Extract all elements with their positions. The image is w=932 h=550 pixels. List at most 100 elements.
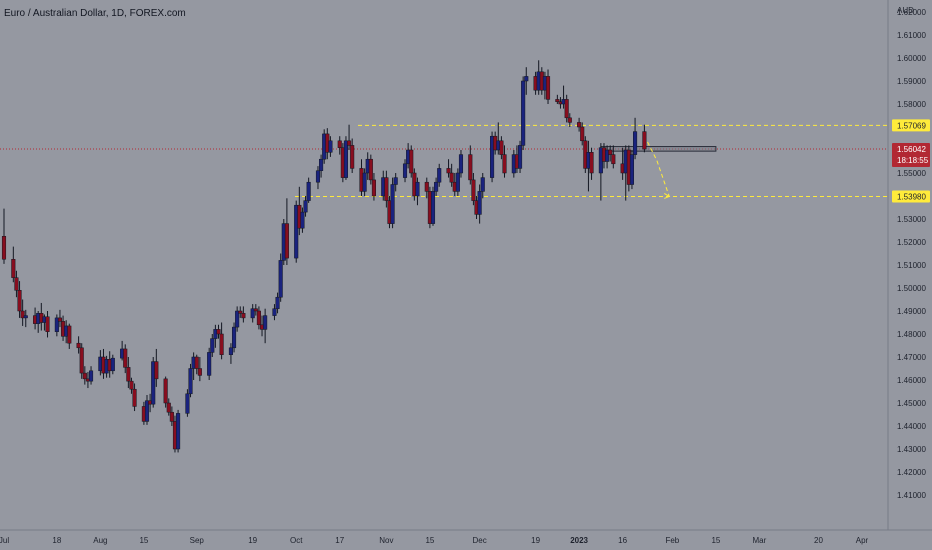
x-tick-label: 2023 (570, 536, 588, 545)
bullish-candle (250, 308, 255, 319)
bearish-candle (241, 313, 246, 319)
y-tick-label: 1.46000 (897, 376, 926, 385)
level-price-label: 1.53980 (897, 192, 926, 201)
y-tick-label: 1.61000 (897, 31, 926, 40)
bearish-candle (424, 181, 429, 192)
bullish-candle (263, 315, 268, 330)
bullish-candle (402, 163, 408, 178)
bullish-candle (393, 177, 398, 185)
bearish-candle (1, 236, 7, 260)
bearish-candle (169, 411, 174, 422)
bearish-candle (577, 122, 582, 128)
y-tick-label: 1.45000 (897, 399, 926, 408)
bearish-candle (611, 154, 616, 165)
y-tick-label: 1.55000 (897, 169, 926, 178)
resistance-zone (600, 146, 717, 152)
x-tick-label: Feb (665, 536, 679, 545)
bearish-candle (564, 99, 569, 119)
bullish-candle (235, 310, 240, 328)
time-scale: Jul 18 Aug 15 Sep 19 Oct 17 Nov 15 Dec 19 2023 16 Feb 1… (0, 536, 869, 545)
bearish-candle (347, 140, 352, 146)
bearish-candle (350, 145, 355, 169)
candles-layer (1, 60, 647, 453)
level-price-label: 1.57069 (897, 121, 926, 130)
bullish-candle (390, 184, 395, 224)
bullish-candle (315, 170, 321, 183)
bullish-candle (278, 260, 283, 298)
bullish-candle (300, 211, 305, 229)
bearish-candle (589, 152, 594, 174)
bearish-candle (129, 380, 134, 390)
x-tick-label: Sep (190, 536, 205, 545)
bullish-candle (629, 154, 635, 185)
chart-title: Euro / Australian Dollar, 1D, FOREX.com (4, 8, 186, 19)
x-tick-label: 19 (248, 536, 257, 545)
bearish-candle (449, 172, 454, 183)
bearish-candle (79, 347, 84, 374)
bullish-candle (430, 191, 436, 224)
bullish-candle (272, 308, 277, 316)
countdown-label: 18:18:55 (897, 156, 929, 165)
projection-arrowhead (664, 193, 671, 199)
x-tick-label: Mar (753, 536, 767, 545)
bearish-candle (126, 367, 131, 382)
y-tick-label: 1.52000 (897, 238, 926, 247)
bearish-candle (132, 388, 137, 407)
y-tick-label: 1.59000 (897, 77, 926, 86)
bullish-candle (110, 357, 115, 372)
bullish-candle (415, 181, 420, 197)
bearish-candle (502, 154, 507, 174)
bearish-candle (154, 361, 159, 380)
zone-layer (600, 146, 717, 152)
y-tick-label: 1.53000 (897, 215, 926, 224)
x-tick-label: 15 (711, 536, 720, 545)
bearish-candle (446, 168, 451, 174)
bearish-candle (82, 372, 87, 380)
bullish-candle (228, 347, 233, 355)
y-tick-label: 1.50000 (897, 284, 926, 293)
bullish-candle (458, 154, 464, 174)
y-tick-label: 1.58000 (897, 100, 926, 109)
bearish-candle (163, 378, 168, 404)
bearish-candle (219, 333, 224, 355)
bearish-candle (284, 223, 289, 259)
bullish-candle (319, 158, 324, 171)
bearish-candle (20, 310, 25, 319)
last-price-label: 1.56042 (897, 145, 926, 154)
x-tick-label: Aug (93, 536, 107, 545)
bullish-candle (480, 177, 485, 192)
bearish-candle (409, 149, 414, 174)
bearish-candle (238, 310, 243, 314)
bearish-candle (11, 259, 16, 278)
bullish-candle (210, 338, 215, 353)
bearish-candle (471, 179, 476, 201)
bullish-candle (517, 145, 523, 169)
bullish-candle (437, 168, 442, 183)
bearish-candle (166, 402, 171, 413)
bullish-candle (275, 296, 280, 309)
bearish-candle (123, 348, 128, 368)
bearish-candle (608, 149, 613, 155)
price-labels: 1.57069 1.53980 1.56042 18:18:55 (892, 119, 930, 203)
x-tick-label: Oct (290, 536, 303, 545)
y-tick-label: 1.48000 (897, 330, 926, 339)
bullish-candle (362, 172, 367, 192)
x-tick-label: Nov (379, 536, 393, 545)
bearish-candle (76, 342, 81, 349)
bullish-candle (343, 140, 349, 178)
bearish-candle (642, 131, 647, 150)
x-tick-label: 19 (531, 536, 540, 545)
bullish-candle (490, 135, 495, 178)
bullish-candle (144, 400, 150, 422)
bearish-candle (57, 317, 63, 322)
y-tick-label: 1.44000 (897, 422, 926, 431)
bullish-candle (455, 172, 460, 192)
bearish-candle (371, 179, 376, 197)
currency-label: AUD (897, 6, 914, 15)
bullish-candle (188, 368, 193, 395)
y-tick-label: 1.49000 (897, 307, 926, 316)
y-tick-label: 1.62000 (897, 8, 926, 17)
